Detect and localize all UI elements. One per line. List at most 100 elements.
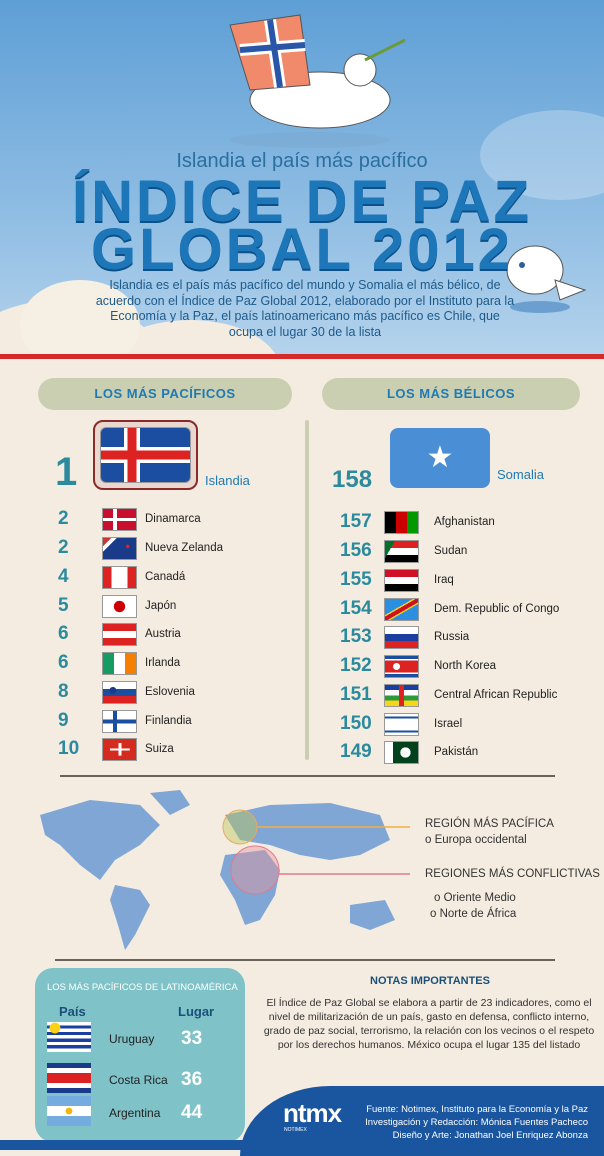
peaceful-rank: 10 (58, 738, 80, 759)
middle-east-highlight (230, 845, 280, 895)
warlike-rank: 155 (340, 569, 372, 590)
notes-title: NOTAS IMPORTANTES (370, 975, 490, 987)
credit-research: Investigación y Redacción: Mónica Fuente… (365, 1117, 588, 1128)
warlike-country-name: Pakistán (434, 746, 479, 758)
flag-slovenia-icon (102, 681, 137, 704)
flag-nz-icon (102, 537, 137, 560)
peaceful-rank: 8 (58, 681, 69, 702)
column-divider (305, 420, 309, 760)
flag-swiss-icon (102, 738, 137, 761)
peaceful-rank: 6 (58, 623, 69, 644)
peaceful-top-rank: 1 (55, 450, 78, 494)
latam-col-rank: Lugar (178, 1004, 215, 1019)
flag-argentina-icon (47, 1096, 91, 1126)
warlike-rank: 151 (340, 684, 372, 705)
flag-canada-icon (102, 566, 137, 589)
peaceful-rank: 9 (58, 710, 69, 731)
iceland-flag-frame (93, 420, 198, 490)
south-america-shape (110, 885, 150, 950)
warlike-rank: 157 (340, 511, 372, 532)
peaceful-rank: 6 (58, 652, 69, 673)
peaceful-region: o Europa occidental (425, 834, 527, 846)
divider-line (60, 775, 555, 777)
world-map (40, 790, 410, 950)
notes-text: El Índice de Paz Global se elabora a par… (263, 997, 595, 1051)
peaceful-country-name: Finlandia (145, 715, 192, 727)
warlike-country-name: Sudan (434, 545, 468, 557)
latam-country: Argentina (109, 1106, 161, 1120)
warlike-rank: 154 (340, 598, 372, 619)
flag-ireland-icon (102, 652, 137, 675)
title-line-2: GLOBAL 2012 (91, 217, 513, 282)
peaceful-rank: 2 (58, 508, 69, 529)
flag-costarica-icon (47, 1063, 91, 1093)
warlike-country-name: Iraq (434, 574, 454, 586)
conflict-region-label: REGIONES MÁS CONFLICTIVAS (425, 868, 600, 880)
title-line-1: ÍNDICE DE PAZ (71, 169, 533, 234)
warlike-country-name: North Korea (434, 660, 497, 672)
north-america-shape (40, 800, 160, 880)
greenland-shape (150, 790, 190, 815)
warlike-rank: 152 (340, 655, 372, 676)
flag-afghan-icon (384, 511, 419, 534)
warlike-rank: 150 (340, 713, 372, 734)
footer-bottom (0, 1140, 604, 1150)
latam-rank: 33 (181, 1028, 203, 1049)
flag-car-icon (384, 684, 419, 707)
warlike-country-name: Central African Republic (434, 689, 558, 701)
peaceful-rank: 5 (58, 595, 69, 616)
flag-uruguay-icon (47, 1022, 91, 1052)
latam-rank: 36 (181, 1069, 203, 1090)
conflict-region-1: o Oriente Medio (434, 892, 516, 904)
red-divider (0, 354, 604, 359)
flag-somalia-icon: ★ (390, 428, 490, 488)
peaceful-country-name: Suiza (145, 743, 174, 755)
dove-illustration (229, 14, 406, 148)
flag-russia-icon (384, 626, 419, 649)
flag-pakistan-icon (384, 741, 419, 764)
peaceful-rank: 4 (58, 566, 69, 587)
australia-shape (350, 900, 395, 930)
warlike-rank: 156 (340, 540, 372, 561)
warlike-country-name: Afghanistan (434, 516, 495, 528)
peaceful-rank: 2 (58, 537, 69, 558)
peaceful-country-name: Dinamarca (145, 513, 201, 525)
warlike-heading: LOS MÁS BÉLICOS (322, 378, 580, 410)
peaceful-heading: LOS MÁS PACÍFICOS (38, 378, 292, 410)
warlike-rank: 149 (340, 741, 372, 762)
peaceful-top-name: Islandia (205, 473, 250, 488)
latam-panel: LOS MÁS PACÍFICOS DE LATINOAMÉRICA País … (35, 968, 245, 1142)
latam-country: Uruguay (109, 1032, 155, 1046)
latam-title: LOS MÁS PACÍFICOS DE LATINOAMÉRICA (47, 982, 238, 993)
flag-austria-icon (102, 623, 137, 646)
flag-israel-icon (384, 713, 419, 736)
flag-drc-icon (384, 598, 419, 621)
bird-illustration (506, 245, 587, 313)
flag-iraq-icon (384, 569, 419, 592)
peaceful-country-name: Austria (145, 628, 181, 640)
africa-shape (220, 850, 280, 925)
warlike-rank: 153 (340, 626, 372, 647)
conflict-region-2: o Norte de África (430, 908, 517, 920)
credit-source: Fuente: Notimex, Instituto para la Econo… (366, 1104, 588, 1115)
warlike-top-rank: 158 (332, 466, 373, 493)
warlike-country-name: Dem. Republic of Congo (434, 603, 560, 615)
peaceful-region-label: REGIÓN MÁS PACÍFICA (425, 818, 554, 830)
flag-denmark-icon (102, 508, 137, 531)
star-icon: ★ (426, 441, 454, 474)
warlike-country-name: Russia (434, 631, 470, 643)
credit-design: Diseño y Arte: Jonathan Joel Enriquez Ab… (392, 1130, 588, 1141)
peaceful-country-name: Canadá (145, 571, 186, 583)
credits: Fuente: Notimex, Instituto para la Econo… (350, 1103, 588, 1142)
warlike-top-name: Somalia (497, 467, 544, 482)
latam-col-country: País (59, 1004, 86, 1019)
divider-line-2 (55, 959, 555, 961)
flag-sudan-icon (384, 540, 419, 563)
eurasia-shape (225, 803, 390, 860)
notimex-logo: ntmx (283, 1098, 342, 1128)
subtitle: Islandia el país más pacífico (176, 150, 428, 172)
europe-highlight (222, 809, 258, 845)
peaceful-country-name: Nueva Zelanda (145, 542, 223, 554)
peaceful-country-name: Eslovenia (145, 686, 195, 698)
latam-rank: 44 (181, 1102, 203, 1123)
